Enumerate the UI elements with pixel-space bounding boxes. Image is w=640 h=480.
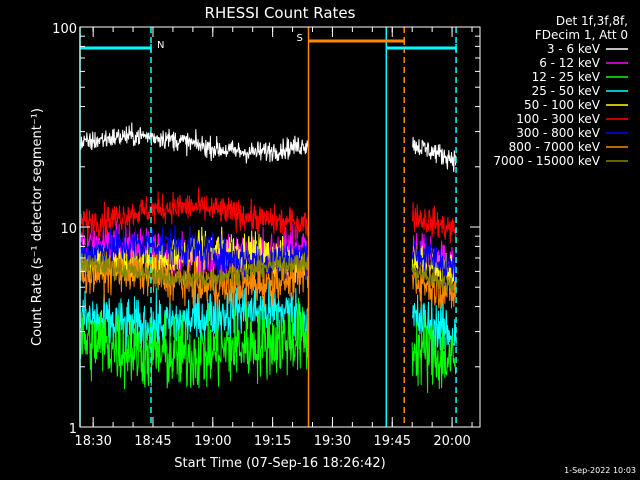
series-line: [411, 264, 457, 296]
legend-entry: 25 - 50 keV: [532, 84, 601, 98]
legend-entry: 6 - 12 keV: [539, 56, 601, 70]
x-tick-label: 18:45: [134, 434, 171, 449]
x-tick-label: 19:00: [194, 434, 231, 449]
legend-entry: 800 - 7000 keV: [509, 140, 601, 154]
x-tick-label: 19:30: [314, 434, 351, 449]
x-tick-label: 19:15: [254, 434, 291, 449]
y-tick-label: 1: [69, 422, 77, 437]
series-layer: [79, 122, 457, 393]
event-label: N: [157, 40, 164, 51]
x-tick-label: 18:30: [74, 434, 111, 449]
legend-entry: 3 - 6 keV: [547, 42, 601, 56]
series-line: [411, 315, 457, 393]
x-tick-label: 19:45: [374, 434, 411, 449]
event-label: S: [297, 33, 303, 44]
x-tick-label: 20:00: [433, 434, 470, 449]
series-line: [411, 202, 457, 244]
y-axis-label: Count Rate (s⁻¹ detector segment⁻¹): [30, 108, 45, 346]
footer-timestamp: 1-Sep-2022 10:03: [564, 466, 636, 475]
series-line: [411, 236, 457, 286]
legend-header-line-2: FDecim 1, Att 0: [535, 28, 628, 42]
legend-entry: 7000 - 15000 keV: [493, 154, 600, 168]
legend-entry: 100 - 300 keV: [516, 112, 600, 126]
series-line: [79, 187, 309, 241]
axes-layer: 18:30 18:45 19:00 19:15 19:30 19:45 20:00 1 10 10…: [52, 22, 480, 449]
series-line: [79, 252, 309, 290]
series-line: [79, 297, 309, 390]
series-line: [412, 292, 457, 360]
y-tick-label: 10: [60, 222, 77, 237]
legend-header-line-1: Det 1f,3f,8f,: [556, 14, 628, 28]
legend-entry: 300 - 800 keV: [516, 126, 600, 140]
legend-entry: 12 - 25 keV: [532, 70, 601, 84]
legend-entry: 50 - 100 keV: [524, 98, 601, 112]
chart-title: RHESSI Count Rates: [205, 4, 356, 22]
series-line: [412, 136, 457, 173]
y-tick-label: 100: [52, 22, 77, 37]
series-line: [79, 122, 309, 164]
x-axis-label: Start Time (07-Sep-16 18:26:42): [174, 456, 385, 471]
